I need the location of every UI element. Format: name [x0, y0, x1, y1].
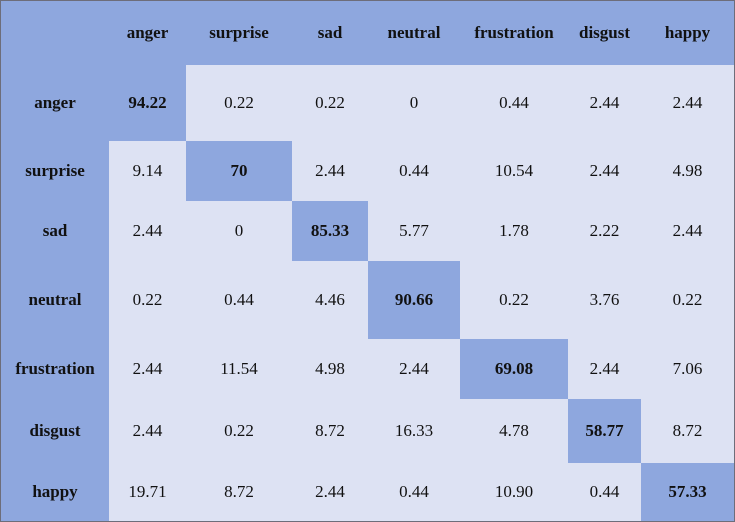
matrix-cell: 4.78 — [499, 421, 529, 440]
matrix-cell: 11.54 — [220, 359, 258, 378]
row-header: frustration — [1, 339, 109, 399]
column-header: disgust — [568, 1, 641, 65]
matrix-cell: 2.44 — [132, 221, 163, 240]
matrix-cell: 8.72 — [315, 421, 345, 440]
matrix-cell: 0.22 — [224, 93, 254, 112]
matrix-cell: 4.98 — [315, 359, 345, 378]
matrix-cell: 3.76 — [589, 290, 620, 309]
matrix-cell: 0.44 — [589, 482, 620, 501]
matrix-cell: 0.44 — [399, 161, 429, 180]
matrix-cell: 7.06 — [672, 359, 703, 378]
diagonal-cell: 85.33 — [292, 201, 368, 261]
matrix-cell: 2.44 — [589, 93, 620, 112]
matrix-cell: 2.22 — [589, 221, 620, 240]
matrix-cell: 0.22 — [315, 93, 345, 112]
diagonal-cell: 58.77 — [568, 399, 641, 463]
matrix-cell: 0.22 — [224, 421, 254, 440]
matrix-cell: 2.44 — [589, 359, 620, 378]
matrix-cell: 2.44 — [132, 421, 163, 440]
column-header: neutral — [368, 1, 460, 65]
matrix-cell: 2.44 — [132, 359, 163, 378]
matrix-cell: 10.54 — [494, 161, 534, 180]
matrix-cell: 2.44 — [672, 93, 703, 112]
matrix-cell: 0.44 — [399, 482, 429, 501]
diagonal-cell: 90.66 — [368, 261, 460, 339]
matrix-cell: 1.78 — [499, 221, 529, 240]
matrix-cell: 9.14 — [132, 161, 163, 180]
matrix-cell: 2.44 — [315, 161, 345, 180]
matrix-cell: 0.44 — [224, 290, 254, 309]
matrix-cell: 0.22 — [672, 290, 703, 309]
matrix-cell: 2.44 — [399, 359, 429, 378]
matrix-cell: 5.77 — [399, 221, 429, 240]
diagonal-cell: 57.33 — [641, 463, 734, 521]
row-header: happy — [1, 463, 109, 521]
row-header: anger — [1, 65, 109, 141]
matrix-cell: 0.44 — [499, 93, 529, 112]
row-header: surprise — [1, 141, 109, 201]
column-header: happy — [641, 1, 734, 65]
matrix-cell: 8.72 — [224, 482, 254, 501]
matrix-cell: 0 — [234, 221, 244, 240]
matrix-cell: 0 — [409, 93, 419, 112]
matrix-cell: 16.33 — [394, 421, 434, 440]
matrix-cell: 8.72 — [672, 421, 703, 440]
diagonal-cell: 69.08 — [460, 339, 568, 399]
row-header: sad — [1, 201, 109, 261]
matrix-cell: 2.44 — [315, 482, 345, 501]
diagonal-cell: 70 — [186, 141, 292, 201]
diagonal-cell: 94.22 — [109, 65, 186, 141]
column-header: anger — [109, 1, 186, 65]
matrix-cell: 4.98 — [672, 161, 703, 180]
column-header: sad — [292, 1, 368, 65]
matrix-cell: 0.22 — [132, 290, 163, 309]
row-header: neutral — [1, 261, 109, 339]
matrix-cell: 2.44 — [589, 161, 620, 180]
matrix-cell: 0.22 — [499, 290, 529, 309]
matrix-cell: 19.71 — [128, 482, 167, 501]
row-header: disgust — [1, 399, 109, 463]
matrix-cell: 2.44 — [672, 221, 703, 240]
matrix-cell: 4.46 — [315, 290, 345, 309]
column-header: surprise — [186, 1, 292, 65]
matrix-cell: 10.90 — [494, 482, 534, 501]
column-header: frustration — [460, 1, 568, 65]
